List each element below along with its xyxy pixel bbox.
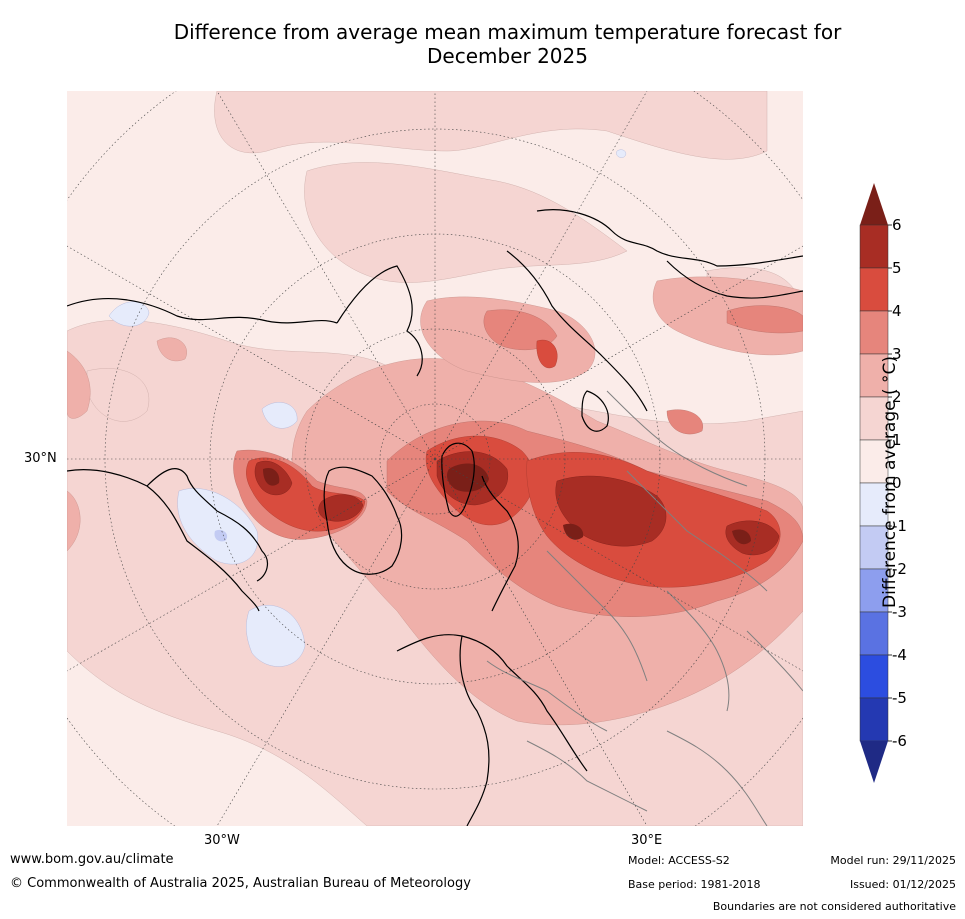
colorbar-extend-over (860, 183, 888, 225)
colorbar-cell-5-6 (859, 224, 889, 269)
model-info: Model: ACCESS-S2 (628, 854, 730, 867)
colorbar-tick-label: 1 (892, 431, 902, 449)
colorbar-tick-label: -5 (892, 689, 907, 707)
model-run: Model run: 29/11/2025 (830, 854, 956, 867)
anomaly-over-6-regions (263, 463, 751, 545)
lon-label-30w: 30°W (204, 833, 240, 848)
colorbar-cell-m6-m5 (859, 697, 889, 742)
colorbar-cell-m5-m4 (859, 654, 889, 699)
colorbar-cell-m1-0 (859, 482, 889, 527)
colorbar-tick-label: 3 (892, 345, 902, 363)
colorbar-cell-2-3 (859, 353, 889, 398)
forecast-map (67, 91, 803, 826)
title-line-1: Difference from average mean maximum tem… (173, 20, 842, 44)
colorbar-tick-label: -4 (892, 646, 907, 664)
copyright: © Commonwealth of Australia 2025, Austra… (10, 876, 471, 891)
colorbar-extend-under (860, 741, 888, 783)
colorbar-cell-1-2 (859, 396, 889, 441)
colorbar-cell-4-5 (859, 267, 889, 312)
colorbar-tick-label: -6 (892, 732, 907, 750)
anomaly-negative-regions (108, 149, 627, 667)
title-line-2: December 2025 (427, 44, 588, 68)
colorbar-title-text: Difference from average ( °C) (880, 355, 900, 609)
website-link[interactable]: www.bom.gov.au/climate (10, 852, 174, 867)
coastlines (67, 209, 803, 826)
chart-title: Difference from average mean maximum tem… (80, 20, 935, 68)
anomaly-minus-1-minus-2-patch (214, 529, 228, 542)
lat-label-30n: 30°N (24, 451, 57, 466)
colorbar: 6 5 4 3 2 1 0 -1 -2 -3 -4 -5 -6 (859, 183, 907, 783)
lon-label-30e: 30°E (631, 833, 663, 848)
colorbar-tick-label: 6 (892, 216, 902, 234)
colorbar-tick-label: 0 (892, 474, 902, 492)
graticule (67, 91, 803, 826)
country-borders (486, 390, 803, 826)
colorbar-tick-label: -3 (892, 603, 907, 621)
colorbar-cell-m4-m3 (859, 611, 889, 656)
colorbar-tick-label: -2 (892, 560, 907, 578)
colorbar-tick-label: -1 (892, 517, 907, 535)
base-period: Base period: 1981-2018 (628, 878, 761, 891)
colorbar-cell-3-4 (859, 310, 889, 355)
colorbar-tick-label: 2 (892, 388, 902, 406)
colorbar-title: Difference from average ( °C) (880, 356, 900, 608)
colorbar-tick-label: 5 (892, 259, 902, 277)
colorbar-tick-label: 4 (892, 302, 902, 320)
disclaimer: Boundaries are not considered authoritat… (712, 900, 956, 913)
issued-date: Issued: 01/12/2025 (849, 878, 956, 891)
